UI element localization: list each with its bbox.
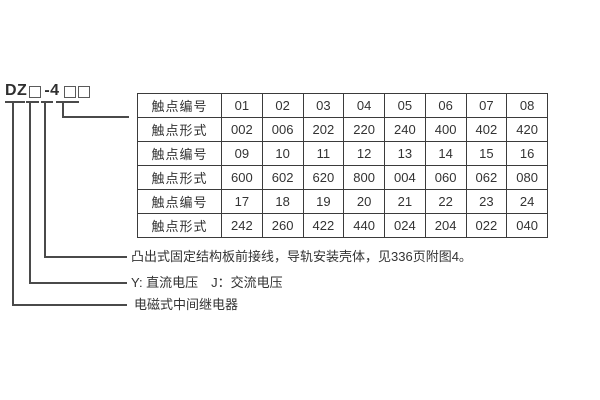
connector-voltage [29, 282, 127, 284]
value-cell: 002 [221, 117, 263, 142]
value-cell: 23 [465, 189, 508, 214]
value-cell: 20 [343, 189, 385, 214]
row-label: 触点编号 [137, 93, 222, 118]
value-cell: 08 [506, 93, 548, 118]
value-cell: 242 [221, 213, 263, 238]
callout-line-contact-table [62, 101, 64, 118]
contact-placeholder-box [63, 86, 76, 98]
row-label: 触点形式 [137, 165, 222, 190]
callout-line-relay-type [12, 101, 14, 306]
value-cell: 04 [343, 93, 385, 118]
value-cell: 420 [506, 117, 548, 142]
value-cell: 16 [506, 141, 548, 166]
connector-relay-type [12, 304, 127, 306]
tick-prefix [5, 101, 25, 103]
table-row: 触点编号 01 02 03 04 05 06 07 08 [137, 93, 548, 118]
value-cell: 060 [424, 165, 467, 190]
model-series: -4 [44, 82, 60, 99]
value-cell: 602 [261, 165, 304, 190]
table-row: 触点形式 600 602 620 800 004 060 062 080 [137, 165, 548, 190]
value-cell: 202 [302, 117, 345, 142]
value-cell: 004 [384, 165, 426, 190]
value-cell: 10 [261, 141, 304, 166]
model-code: DZ -4 [5, 82, 90, 100]
value-cell: 440 [343, 213, 385, 238]
callout-line-housing [44, 101, 46, 258]
value-cell: 062 [465, 165, 508, 190]
value-cell: 080 [506, 165, 548, 190]
value-cell: 18 [261, 189, 304, 214]
callout-line-voltage [29, 101, 31, 284]
contact-table-body: 触点编号 01 02 03 04 05 06 07 08 触点形式 002 006 202 220 240 4… [137, 93, 548, 238]
tick-series [41, 101, 53, 103]
value-cell: 620 [302, 165, 345, 190]
value-cell: 800 [343, 165, 385, 190]
value-cell: 24 [506, 189, 548, 214]
row-label: 触点形式 [137, 117, 222, 142]
table-row: 触点编号 17 18 19 20 21 22 23 24 [137, 189, 548, 214]
value-cell: 01 [221, 93, 263, 118]
value-cell: 024 [384, 213, 426, 238]
row-label: 触点编号 [137, 189, 222, 214]
value-cell: 006 [261, 117, 304, 142]
value-cell: 21 [384, 189, 426, 214]
value-cell: 402 [465, 117, 508, 142]
value-cell: 22 [424, 189, 467, 214]
value-cell: 240 [384, 117, 426, 142]
row-label: 触点形式 [137, 213, 222, 238]
value-cell: 02 [261, 93, 304, 118]
value-cell: 422 [302, 213, 345, 238]
value-cell: 14 [424, 141, 467, 166]
value-cell: 260 [261, 213, 304, 238]
value-cell: 040 [506, 213, 548, 238]
table-row: 触点编号 09 10 11 12 13 14 15 16 [137, 141, 548, 166]
annotation-housing: 凸出式固定结构板前接线，导轨安装壳体，见336页附图4。 [131, 249, 472, 264]
tick-voltage-box [26, 101, 39, 103]
value-cell: 15 [465, 141, 508, 166]
tick-contact-boxes [56, 101, 79, 103]
row-label: 触点编号 [137, 141, 222, 166]
value-cell: 17 [221, 189, 263, 214]
annotation-relay-type: 电磁式中间继电器 [134, 297, 239, 312]
model-prefix: DZ [5, 82, 28, 99]
table-row: 触点形式 242 260 422 440 024 204 022 040 [137, 213, 548, 238]
value-cell: 400 [424, 117, 467, 142]
value-cell: 022 [465, 213, 508, 238]
connector-housing [44, 256, 127, 258]
contact-table: 触点编号 01 02 03 04 05 06 07 08 触点形式 002 006 202 220 240 4… [137, 93, 548, 238]
value-cell: 19 [302, 189, 345, 214]
value-cell: 220 [343, 117, 385, 142]
connector-to-table [62, 116, 129, 118]
table-row: 触点形式 002 006 202 220 240 400 402 420 [137, 117, 548, 142]
value-cell: 13 [384, 141, 426, 166]
value-cell: 09 [221, 141, 263, 166]
contact-placeholder-box [77, 86, 90, 98]
annotation-voltage: Y: 直流电压 J：交流电压 [131, 275, 283, 290]
voltage-placeholder-box [29, 86, 42, 98]
value-cell: 12 [343, 141, 385, 166]
value-cell: 11 [302, 141, 345, 166]
value-cell: 204 [424, 213, 467, 238]
value-cell: 03 [302, 93, 345, 118]
value-cell: 600 [221, 165, 263, 190]
value-cell: 05 [384, 93, 426, 118]
value-cell: 07 [465, 93, 508, 118]
value-cell: 06 [424, 93, 467, 118]
